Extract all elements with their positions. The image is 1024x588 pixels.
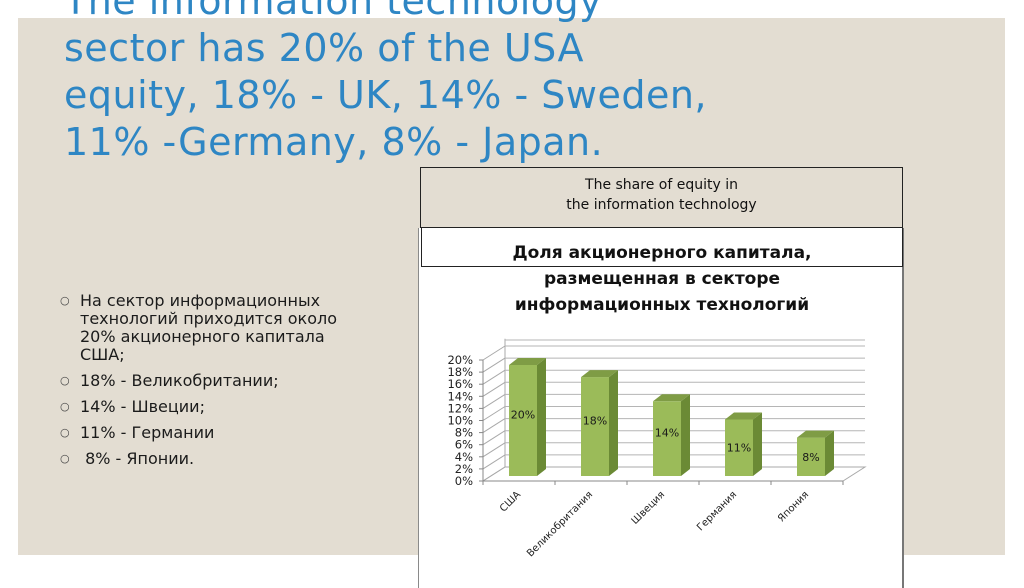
chart-axes — [479, 359, 844, 485]
bullet-item: ○ 8% - Японии. — [60, 449, 195, 468]
svg-text:20%: 20% — [511, 409, 535, 422]
bullet-circle-icon: ○ — [60, 374, 70, 387]
svg-text:11%: 11% — [727, 442, 751, 455]
svg-text:16%: 16% — [447, 377, 473, 391]
bullet-list: ○ На сектор информационных технологий при… — [60, 292, 360, 476]
svg-text:Япония: Япония — [776, 489, 811, 524]
chart-title-frame — [421, 228, 903, 267]
svg-text:18%: 18% — [583, 415, 607, 428]
title-line-2: sector has 20% of the USA — [64, 26, 584, 70]
svg-text:14%: 14% — [447, 389, 473, 403]
chart-english-caption: The share of equity in the information t… — [420, 167, 903, 228]
bullet-item: ○ 11% - Германии — [60, 423, 215, 442]
slide-title: The information technology sector has 20… — [64, 0, 824, 166]
caption-line-1: The share of equity in — [585, 177, 738, 193]
bullet-circle-icon: ○ — [60, 400, 70, 413]
caption-line-2: the information technology — [566, 197, 757, 213]
svg-text:18%: 18% — [447, 365, 473, 379]
svg-text:2%: 2% — [455, 462, 473, 476]
bullet-circle-icon: ○ — [60, 452, 70, 465]
title-line-3: equity, 18% - UK, 14% - Sweden, — [64, 73, 707, 117]
svg-text:4%: 4% — [455, 450, 473, 464]
bullet-item: ○ 14% - Швеции; — [60, 397, 205, 416]
svg-text:20%: 20% — [447, 353, 473, 367]
chart-title-line-3: информационных технологий — [514, 295, 810, 315]
chart-title-line-2: размещенная в секторе — [543, 269, 781, 289]
bullet-item: ○ 18% - Великобритании; — [60, 371, 279, 390]
title-line-4: 11% -Germany, 8% - Japan. — [64, 120, 604, 164]
chart-title: Доля акционерного капитала, размещенная … — [440, 240, 884, 318]
svg-text:США: США — [498, 489, 523, 514]
svg-text:6%: 6% — [455, 438, 473, 452]
svg-text:12%: 12% — [447, 401, 473, 415]
chart-bars — [509, 358, 834, 476]
title-line-1: The information technology — [64, 0, 603, 23]
chart-title-line-1: Доля акционерного капитала, — [512, 243, 812, 263]
bar-chart-3d: 0%2%4%6%8%10%12%14%16%18%20%20%США18%Вел… — [447, 338, 867, 559]
svg-text:14%: 14% — [655, 427, 679, 440]
svg-text:0%: 0% — [455, 474, 473, 488]
svg-text:10%: 10% — [447, 414, 473, 428]
bullet-circle-icon: ○ — [60, 294, 70, 307]
svg-text:Швеция: Швеция — [630, 489, 668, 527]
svg-text:8%: 8% — [455, 426, 473, 440]
bullet-circle-icon: ○ — [60, 426, 70, 439]
svg-text:Германия: Германия — [695, 489, 739, 533]
bullet-item: ○ На сектор информационных технологий при… — [60, 291, 338, 364]
svg-text:Великобритания: Великобритания — [525, 489, 595, 559]
svg-text:8%: 8% — [802, 451, 819, 464]
